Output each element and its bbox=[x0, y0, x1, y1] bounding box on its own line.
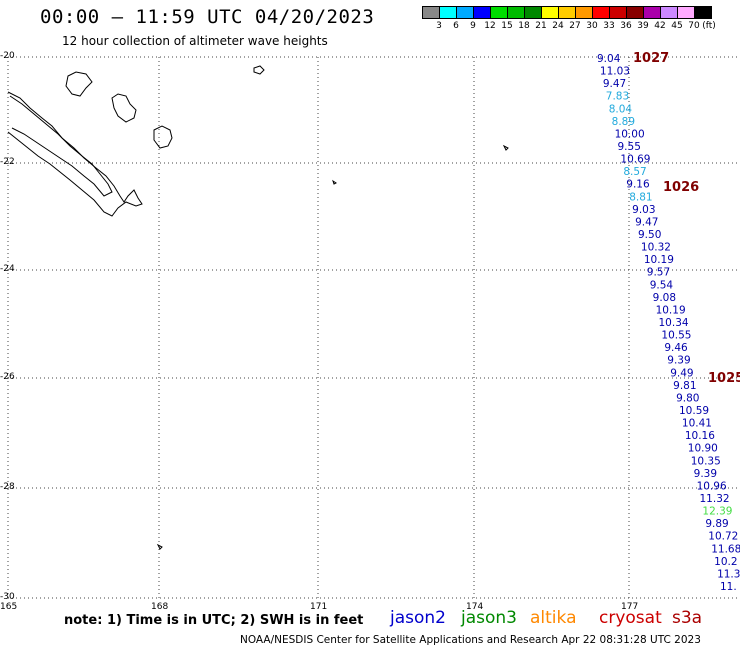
swh-value: 10.35 bbox=[691, 455, 721, 467]
swh-value: 9.81 bbox=[673, 380, 696, 392]
swh-value: 9.16 bbox=[626, 179, 650, 191]
swh-value: 9.47 bbox=[603, 78, 626, 90]
swh-track: 9.0411.039.477.838.048.8910.009.5510.698… bbox=[597, 53, 740, 593]
credit-line: NOAA/NESDIS Center for Satellite Applica… bbox=[240, 634, 701, 646]
swh-value: 9.46 bbox=[664, 342, 688, 354]
color-legend-label: 21 bbox=[535, 21, 547, 31]
pressure-label: 1026 bbox=[663, 180, 700, 195]
legend-jason2: jason2 bbox=[390, 608, 446, 628]
color-legend-label: 33 bbox=[603, 21, 615, 31]
color-legend-label: 3 bbox=[436, 21, 442, 31]
color-legend-label: 12 bbox=[484, 21, 496, 31]
swh-value: 9.04 bbox=[597, 53, 621, 65]
latitude-label: -30 bbox=[0, 592, 15, 602]
swh-value: 9.39 bbox=[694, 468, 717, 480]
color-legend-label: 27 bbox=[569, 21, 581, 31]
color-legend-label: 36 bbox=[620, 21, 632, 31]
longitude-label: 168 bbox=[151, 602, 169, 612]
color-legend-label: 45 bbox=[671, 21, 683, 31]
latitude-label: -28 bbox=[0, 482, 15, 492]
swh-value: 8.89 bbox=[612, 116, 635, 128]
color-legend-label: 39 bbox=[637, 21, 649, 31]
swh-value: 11. bbox=[720, 581, 737, 593]
swh-value: 10.16 bbox=[685, 430, 715, 442]
swh-value: 10.19 bbox=[644, 254, 674, 266]
color-legend-label: 15 bbox=[501, 21, 513, 31]
swh-value: 7.83 bbox=[606, 91, 629, 103]
swh-value: 9.55 bbox=[618, 141, 641, 153]
color-legend-label: 30 bbox=[586, 21, 598, 31]
longitude-label: 165 bbox=[0, 602, 18, 612]
color-legend-swatch bbox=[694, 6, 712, 19]
color-legend-label: 42 bbox=[654, 21, 666, 31]
swh-value: 9.39 bbox=[667, 355, 690, 367]
swh-value: 9.80 bbox=[676, 392, 699, 404]
swh-value: 9.08 bbox=[653, 292, 676, 304]
swh-value: 12.39 bbox=[702, 506, 732, 518]
legend-jason3: jason3 bbox=[461, 608, 517, 628]
swh-value: 10.41 bbox=[682, 418, 712, 430]
latitude-label: -20 bbox=[0, 51, 15, 61]
page-subtitle: 12 hour collection of altimeter wave hei… bbox=[62, 34, 328, 48]
swh-value: 9.03 bbox=[632, 204, 655, 216]
swh-value: 10.59 bbox=[679, 405, 709, 417]
swh-value: 9.49 bbox=[670, 367, 693, 379]
color-legend-label: 9 bbox=[470, 21, 476, 31]
color-legend-label: 24 bbox=[552, 21, 564, 31]
legend-s3a: s3a bbox=[672, 608, 703, 628]
legend-cryosat: cryosat bbox=[599, 608, 662, 628]
color-legend bbox=[422, 6, 712, 19]
swh-value: 9.89 bbox=[705, 518, 728, 530]
footer-note: note: 1) Time is in UTC; 2) SWH is in fe… bbox=[64, 613, 364, 628]
pressure-label: 1025 bbox=[708, 371, 740, 386]
latitude-label: -26 bbox=[0, 372, 15, 382]
latitude-label: -22 bbox=[0, 157, 15, 167]
color-legend-unit: (ft) bbox=[702, 21, 716, 31]
swh-value: 9.54 bbox=[650, 279, 674, 291]
swh-value: 10.90 bbox=[688, 443, 718, 455]
swh-value: 10.00 bbox=[615, 128, 645, 140]
color-legend-label: 70 bbox=[688, 21, 700, 31]
swh-value: 9.57 bbox=[647, 267, 670, 279]
swh-value: 9.50 bbox=[638, 229, 661, 241]
swh-value: 10.2 bbox=[714, 556, 737, 568]
swh-value: 10.72 bbox=[708, 531, 738, 543]
swh-value: 10.69 bbox=[620, 154, 650, 166]
swh-value: 8.57 bbox=[623, 166, 646, 178]
swh-value: 10.55 bbox=[661, 330, 691, 342]
latitude-label: -24 bbox=[0, 264, 15, 274]
swh-value: 8.04 bbox=[609, 103, 633, 115]
swh-value: 9.47 bbox=[635, 216, 658, 228]
swh-value: 11.68 bbox=[711, 543, 740, 555]
swh-value: 10.96 bbox=[697, 480, 727, 492]
coastline bbox=[7, 65, 509, 550]
swh-value: 11.3 bbox=[717, 568, 740, 580]
legend-altika: altika bbox=[530, 608, 577, 628]
swh-value: 10.32 bbox=[641, 242, 671, 254]
swh-value: 11.32 bbox=[700, 493, 730, 505]
swh-value: 10.34 bbox=[659, 317, 689, 329]
color-legend-labels: 3 6 9 12 15 18 21 24 27 30 33 36 39 42 45 70 (ft) bbox=[422, 0, 740, 40]
pressure-label: 1027 bbox=[633, 51, 670, 66]
color-legend-label: 18 bbox=[518, 21, 530, 31]
swh-value: 11.03 bbox=[600, 66, 630, 78]
swh-value: 10.19 bbox=[656, 304, 686, 316]
color-legend-label: 6 bbox=[453, 21, 459, 31]
swh-value: 8.81 bbox=[629, 191, 652, 203]
longitude-label: 171 bbox=[310, 602, 328, 612]
page-title: 00:00 – 11:59 UTC 04/20/2023 bbox=[40, 6, 375, 28]
longitude-label: 177 bbox=[621, 602, 639, 612]
longitude-label: 174 bbox=[466, 602, 484, 612]
